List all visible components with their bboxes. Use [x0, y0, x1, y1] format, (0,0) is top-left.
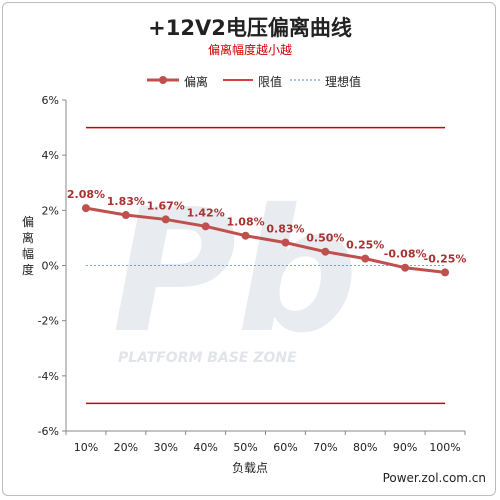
- x-tick-label: 20%: [114, 441, 138, 454]
- watermark: Pb PLATFORM BASE ZONE: [112, 173, 358, 371]
- legend-ideal-label: 理想值: [325, 75, 362, 89]
- x-tick-label: 70%: [313, 441, 337, 454]
- y-axis-label: 偏离幅度: [21, 215, 34, 277]
- watermark-logo: Pb: [112, 173, 358, 371]
- data-label: 1.67%: [147, 199, 185, 212]
- y-tick-label: -2%: [38, 315, 59, 328]
- x-tick-label: 50%: [233, 441, 257, 454]
- data-label: 2.08%: [67, 188, 105, 201]
- legend-series-swatch: [147, 76, 179, 84]
- x-tick-label: 90%: [393, 441, 417, 454]
- x-tick-label: 30%: [154, 441, 178, 454]
- data-point: [81, 204, 90, 213]
- data-point: [361, 254, 370, 263]
- data-label: 0.83%: [266, 223, 304, 236]
- legend-limit-swatch: [223, 79, 253, 81]
- x-tick-label: 10%: [74, 441, 98, 454]
- data-label: 0.25%: [346, 239, 384, 252]
- source-credit: Power.zol.com.cn: [382, 471, 486, 485]
- data-point: [201, 222, 210, 231]
- y-tick-label: 4%: [42, 149, 59, 162]
- legend-limit-label: 限值: [258, 75, 283, 89]
- legend-ideal-swatch: [290, 79, 320, 81]
- x-tick-label: 40%: [193, 441, 217, 454]
- data-label: 1.83%: [107, 195, 145, 208]
- x-tick-label: 80%: [353, 441, 377, 454]
- chart-subtitle: 偏离幅度越小越: [207, 43, 292, 57]
- y-tick-label: -6%: [38, 425, 59, 438]
- y-tick-label: 6%: [42, 94, 59, 107]
- data-label: -0.25%: [424, 252, 467, 265]
- data-point: [121, 211, 130, 220]
- data-point: [161, 215, 170, 224]
- data-label: 1.42%: [187, 206, 225, 219]
- watermark-text: PLATFORM BASE ZONE: [118, 350, 297, 366]
- data-point: [281, 238, 290, 247]
- data-point: [441, 268, 450, 277]
- y-tick-label: 2%: [42, 204, 59, 217]
- data-point: [321, 247, 330, 256]
- data-label: 0.50%: [306, 232, 344, 245]
- legend: 偏离 限值 理想值: [0, 71, 500, 91]
- y-tick-label: -4%: [38, 370, 59, 383]
- chart-frame: [2, 2, 496, 496]
- legend-series-label: 偏离: [184, 75, 209, 89]
- data-label: -0.08%: [384, 248, 427, 261]
- y-tick-label: 0%: [42, 260, 59, 273]
- data-label: 1.08%: [226, 216, 264, 229]
- data-point: [401, 263, 410, 272]
- x-axis-label: 负载点: [231, 461, 268, 475]
- data-point: [241, 231, 250, 240]
- chart-title: +12V2电压偏离曲线: [148, 16, 352, 40]
- x-tick-label: 100%: [429, 441, 460, 454]
- x-tick-label: 60%: [273, 441, 297, 454]
- series-line: [85, 206, 446, 274]
